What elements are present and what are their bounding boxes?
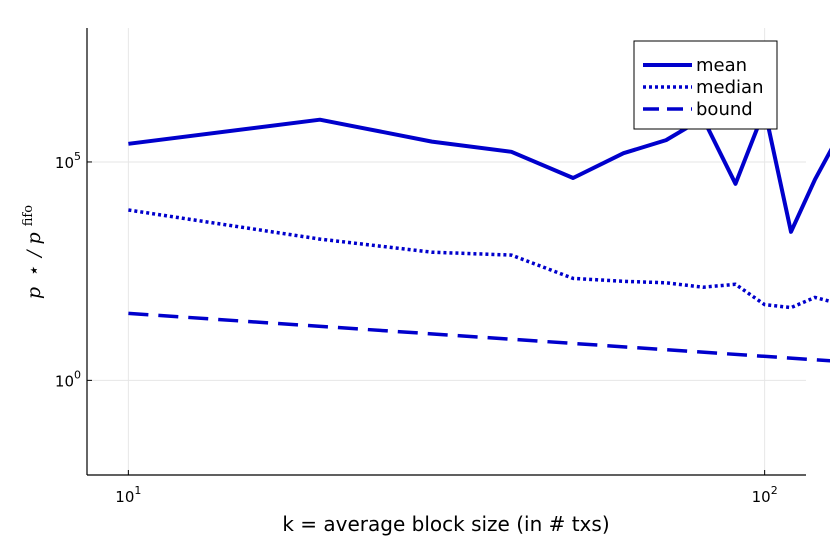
y-axis-title-slash: / <box>23 249 45 259</box>
y-tick-label: 105 <box>55 150 81 172</box>
plot-frame <box>86 28 806 476</box>
y-axis-title-sup: fifo <box>21 205 36 226</box>
legend-label-mean: mean <box>696 55 747 76</box>
axis-ticks: 101102103105100 <box>55 150 778 506</box>
y-axis-title-base: p <box>23 287 45 299</box>
x-tick-label: 101 <box>115 484 141 506</box>
legend-box <box>633 40 778 130</box>
legend-label-median: median <box>696 77 763 98</box>
svg-text:p ⋆ / p: p ⋆ / p fifo <box>21 205 45 299</box>
y-tick-label: 100 <box>55 368 81 390</box>
x-tick-label: 102 <box>752 484 778 506</box>
series-layer <box>128 107 830 363</box>
y-axis-title-base2: p <box>23 232 45 244</box>
y-axis-title-star: ⋆ <box>23 266 45 278</box>
series-bound-line <box>128 311 830 363</box>
legend-label-bound: bound <box>696 99 753 120</box>
x-axis-title: k = average block size (in # txs) <box>282 512 609 536</box>
y-axis-title: p ⋆ / p fifo <box>21 205 45 299</box>
